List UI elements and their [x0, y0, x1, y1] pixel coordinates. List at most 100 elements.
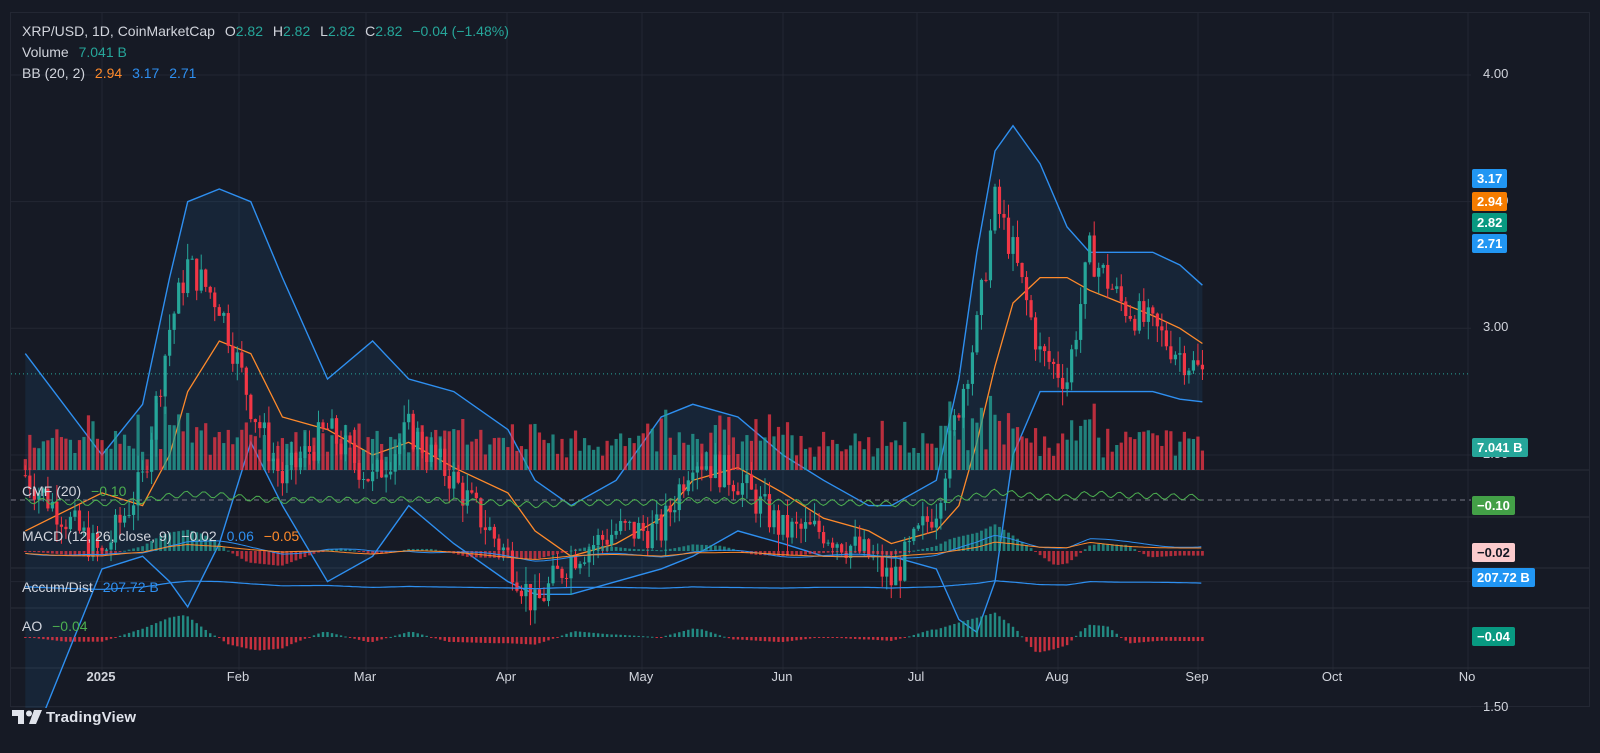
macd-hist-bar — [867, 551, 871, 554]
candle-body — [831, 542, 835, 548]
macd-hist-bar — [186, 529, 190, 551]
ao-bar — [614, 634, 618, 637]
volume-bar — [623, 446, 627, 470]
candle-body — [28, 475, 32, 490]
volume-bar — [244, 422, 248, 470]
candle-body — [136, 472, 140, 506]
macd-hist-bar — [880, 551, 884, 555]
volume-bar — [321, 433, 325, 470]
volume-bar — [619, 433, 623, 470]
volume-bar — [853, 433, 857, 470]
volume-bar — [113, 430, 118, 470]
ao-bar — [195, 623, 198, 637]
candle-body — [736, 491, 740, 495]
macd-hist-bar — [1183, 551, 1186, 556]
volume-bar — [168, 424, 172, 470]
macd-hist-bar — [587, 546, 591, 551]
ao-bar — [430, 637, 433, 638]
macd-hist-bar — [226, 550, 230, 552]
ao-bar — [407, 631, 410, 637]
chart-frame[interactable] — [10, 12, 1591, 708]
low-value: 2.82 — [327, 23, 356, 39]
macd-hist-bar — [308, 551, 311, 556]
ao-bar — [1138, 637, 1141, 643]
candle-body — [1042, 346, 1047, 352]
volume-bar — [993, 414, 997, 470]
macd-hist-bar — [50, 551, 54, 554]
macd-hist-bar — [686, 545, 690, 551]
candle-body — [461, 482, 465, 506]
tradingview-logo[interactable]: TradingView — [12, 707, 136, 727]
candle-body — [488, 526, 492, 531]
candle-body — [776, 510, 781, 535]
volume-bar — [515, 450, 519, 470]
macd-hist-bar — [1038, 551, 1042, 556]
volume-bar — [361, 449, 366, 470]
macd-hist-bar — [650, 549, 654, 551]
macd-hist-bar — [411, 548, 415, 551]
candle-body — [1169, 346, 1173, 360]
ao-bar — [876, 637, 879, 641]
ao-bar — [73, 637, 77, 642]
macd-hist-bar — [993, 524, 997, 551]
ao-bar — [100, 637, 104, 642]
macd-hist-bar — [1025, 544, 1028, 551]
macd-hist-bar — [353, 550, 356, 552]
ao-bar — [799, 637, 803, 640]
macd-hist-bar — [533, 551, 537, 560]
ao-badge: −0.04 — [1472, 627, 1515, 646]
candle-body — [1106, 264, 1110, 289]
volume-bar — [443, 430, 447, 470]
candle-body — [1151, 307, 1155, 314]
macd-hist-bar — [1201, 551, 1204, 556]
macd-hist-bar — [1151, 551, 1155, 558]
candle-body — [682, 484, 686, 492]
candle-body — [1088, 235, 1092, 263]
volume-bar — [199, 430, 203, 470]
candle-body — [844, 552, 848, 558]
ao-bar — [42, 637, 45, 640]
high-label: H — [272, 23, 283, 39]
cmf-label: CMF (20) — [22, 483, 82, 499]
bb-lower-badge: 2.71 — [1472, 234, 1508, 253]
candle-body — [785, 514, 790, 538]
ao-bar — [867, 637, 870, 640]
ao-bar — [82, 637, 86, 642]
candle-body — [402, 422, 406, 443]
bb-band-fill — [25, 125, 1203, 708]
candle-body — [731, 484, 735, 492]
ao-bar — [569, 632, 573, 637]
macd-hist-bar — [204, 535, 208, 551]
ao-bar — [610, 634, 613, 637]
bb-legend: BB (20, 2) 2.94 3.17 2.71 — [22, 64, 196, 82]
chart-canvas[interactable] — [11, 13, 1591, 708]
volume-bar — [77, 440, 82, 470]
volume-bar — [867, 437, 871, 470]
candle-body — [1024, 277, 1029, 301]
volume-bar — [519, 446, 524, 470]
candle-body — [808, 522, 812, 525]
ao-bar — [691, 628, 695, 637]
candle-body — [573, 555, 578, 569]
low-label: L — [320, 23, 328, 39]
volume-bar — [1196, 436, 1200, 470]
ao-bar — [357, 637, 361, 640]
candle-body — [957, 415, 961, 418]
ao-bar — [502, 637, 505, 644]
volume-bar — [325, 451, 330, 470]
ao-bar — [903, 637, 906, 638]
ao-bar — [682, 631, 685, 637]
volume-bar — [506, 447, 510, 470]
candle-body — [560, 568, 564, 578]
ao-bar — [1129, 637, 1132, 644]
volume-bar — [772, 436, 776, 470]
macd-hist-bar — [898, 551, 902, 554]
candle-body — [862, 539, 866, 552]
ao-bar — [294, 637, 298, 643]
macd-hist-bar — [1007, 532, 1010, 551]
ao-bar — [560, 635, 564, 637]
macd-hist-bar — [420, 548, 424, 551]
candle-body — [361, 478, 366, 480]
macd-hist-bar — [389, 551, 393, 553]
volume-bar — [122, 434, 127, 470]
